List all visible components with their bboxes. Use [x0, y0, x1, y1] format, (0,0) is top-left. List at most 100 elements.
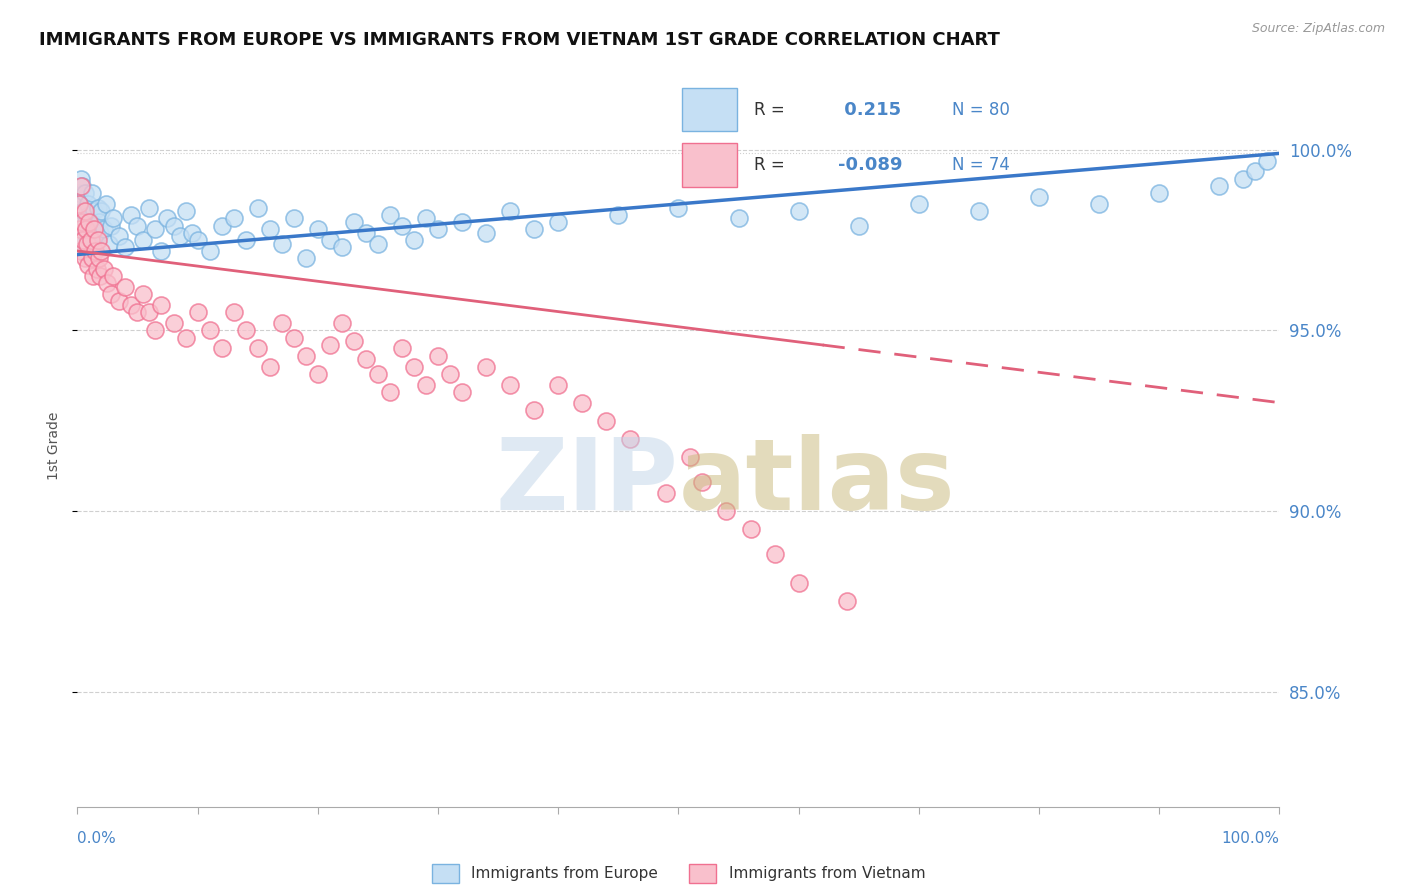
Point: [187, 233, 209, 247]
Point: [523, 222, 546, 236]
Point: [127, 305, 149, 319]
Point: [235, 233, 257, 247]
Point: [235, 323, 257, 337]
Point: [69, 197, 91, 211]
Point: [222, 211, 245, 226]
Point: [73, 204, 96, 219]
Point: [763, 548, 786, 562]
Point: [70, 178, 93, 193]
Point: [145, 323, 167, 337]
Point: [475, 226, 498, 240]
Point: [1208, 178, 1230, 193]
Point: [270, 316, 292, 330]
Point: [1149, 186, 1171, 201]
Point: [138, 305, 160, 319]
Point: [391, 219, 413, 233]
Point: [378, 384, 401, 399]
Point: [547, 215, 569, 229]
Point: [354, 226, 377, 240]
Point: [571, 395, 593, 409]
Point: [87, 251, 110, 265]
Point: [787, 576, 810, 591]
Point: [67, 197, 90, 211]
Point: [259, 222, 281, 236]
Point: [96, 197, 118, 211]
Point: [90, 244, 112, 258]
Point: [72, 244, 94, 258]
Point: [69, 222, 91, 236]
Point: [908, 197, 931, 211]
Point: [72, 204, 94, 219]
Point: [93, 222, 115, 236]
Point: [79, 208, 101, 222]
Point: [668, 201, 690, 215]
Point: [83, 204, 105, 219]
Point: [89, 226, 111, 240]
Point: [967, 204, 990, 219]
Point: [619, 432, 641, 446]
Point: [82, 269, 104, 284]
Point: [692, 475, 714, 490]
Point: [402, 233, 425, 247]
Text: 0.215: 0.215: [838, 101, 901, 119]
Text: N = 80: N = 80: [952, 101, 1010, 119]
Point: [77, 259, 100, 273]
Point: [1232, 171, 1254, 186]
Point: [87, 233, 110, 247]
Point: [132, 287, 155, 301]
Point: [307, 222, 329, 236]
Point: [162, 219, 184, 233]
Point: [439, 367, 461, 381]
Point: [246, 201, 269, 215]
Point: [679, 450, 702, 464]
Point: [198, 244, 221, 258]
Text: -0.089: -0.089: [838, 156, 903, 174]
Point: [523, 402, 546, 417]
Point: [1244, 164, 1267, 178]
Point: [427, 222, 450, 236]
Point: [169, 229, 191, 244]
Point: [198, 323, 221, 337]
Point: [246, 342, 269, 356]
Point: [307, 367, 329, 381]
Point: [848, 219, 870, 233]
Point: [77, 197, 100, 211]
Point: [343, 215, 366, 229]
Point: [96, 277, 118, 291]
Point: [73, 251, 96, 265]
Point: [67, 186, 90, 201]
Legend: Immigrants from Europe, Immigrants from Vietnam: Immigrants from Europe, Immigrants from …: [432, 864, 925, 883]
Point: [787, 204, 810, 219]
Point: [415, 211, 437, 226]
Point: [100, 219, 122, 233]
Point: [319, 338, 342, 352]
Point: [75, 215, 97, 229]
Point: [174, 331, 197, 345]
Point: [740, 522, 762, 536]
Point: [451, 384, 474, 399]
Point: [87, 201, 110, 215]
Point: [391, 342, 413, 356]
Point: [76, 236, 98, 251]
Point: [1088, 197, 1111, 211]
Point: [70, 244, 93, 258]
Point: [283, 331, 305, 345]
Point: [72, 233, 94, 247]
Point: [108, 229, 131, 244]
Point: [79, 222, 101, 236]
Point: [86, 233, 108, 247]
Point: [727, 211, 749, 226]
Y-axis label: 1st Grade: 1st Grade: [46, 412, 60, 480]
Point: [84, 219, 107, 233]
Point: [89, 269, 111, 284]
Point: [150, 244, 173, 258]
Point: [283, 211, 305, 226]
Point: [835, 594, 858, 608]
Point: [1028, 190, 1050, 204]
Point: [330, 240, 353, 254]
Point: [716, 504, 738, 518]
Point: [97, 236, 120, 251]
Point: [120, 208, 142, 222]
Point: [367, 367, 389, 381]
Point: [70, 178, 93, 193]
